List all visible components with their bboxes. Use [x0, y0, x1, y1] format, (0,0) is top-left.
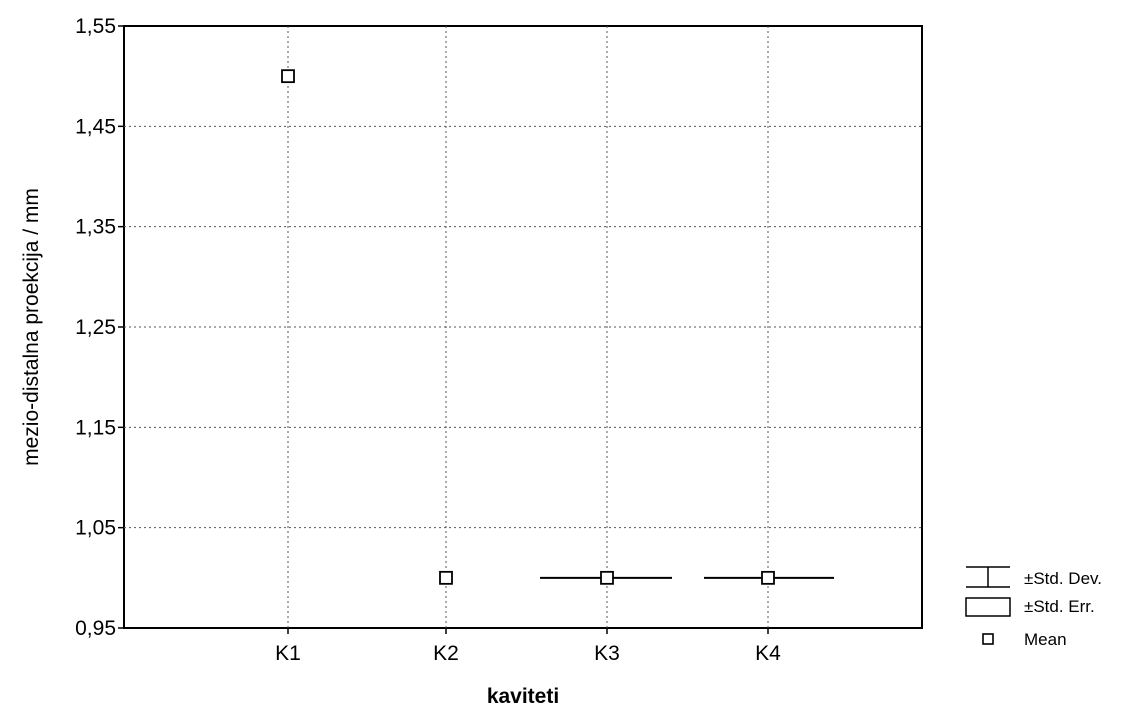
x-tick-label: K2	[433, 642, 459, 665]
square-marker-icon	[982, 633, 994, 645]
legend-label-std-err: ±Std. Err.	[1024, 597, 1095, 616]
y-tick-label: 1,25	[75, 316, 116, 339]
mean-marker-k4	[761, 570, 775, 585]
y-tick-label: 1,55	[75, 15, 116, 38]
x-axis-label: kaviteti	[487, 685, 559, 708]
y-tick-label: 1,35	[75, 216, 116, 239]
legend-label-std-dev: ±Std. Dev.	[1024, 569, 1102, 588]
y-axis-label: mezio-distalna proekcija / mm	[20, 188, 43, 466]
legend-item-std-err: ±Std. Err.	[965, 597, 1095, 617]
mean-marker-k3	[600, 570, 614, 585]
y-axis-ticks: 1,55 1,45 1,35 1,25 1,15 1,05 0,95	[75, 15, 124, 640]
x-tick-label: K4	[755, 642, 781, 665]
series-mean	[281, 69, 834, 585]
mean-marker-k2	[439, 570, 453, 585]
whisker-icon	[966, 566, 1010, 588]
x-tick-label: K1	[275, 642, 301, 665]
grid	[124, 26, 922, 628]
x-axis-ticks: K1 K2 K3 K4	[275, 628, 781, 665]
legend-item-std-dev: ±Std. Dev.	[966, 566, 1102, 588]
legend-item-mean: Mean	[982, 630, 1067, 649]
legend-label-mean: Mean	[1024, 630, 1067, 649]
y-tick-label: 1,15	[75, 416, 116, 439]
y-tick-label: 1,05	[75, 517, 116, 540]
box-icon	[965, 597, 1011, 617]
y-tick-label: 1,45	[75, 115, 116, 138]
x-tick-label: K3	[594, 642, 620, 665]
plot-area	[123, 25, 923, 629]
y-tick-label: 0,95	[75, 617, 116, 640]
legend: ±Std. Dev. ±Std. Err. Mean	[965, 566, 1102, 649]
mean-marker-k1	[281, 69, 295, 84]
